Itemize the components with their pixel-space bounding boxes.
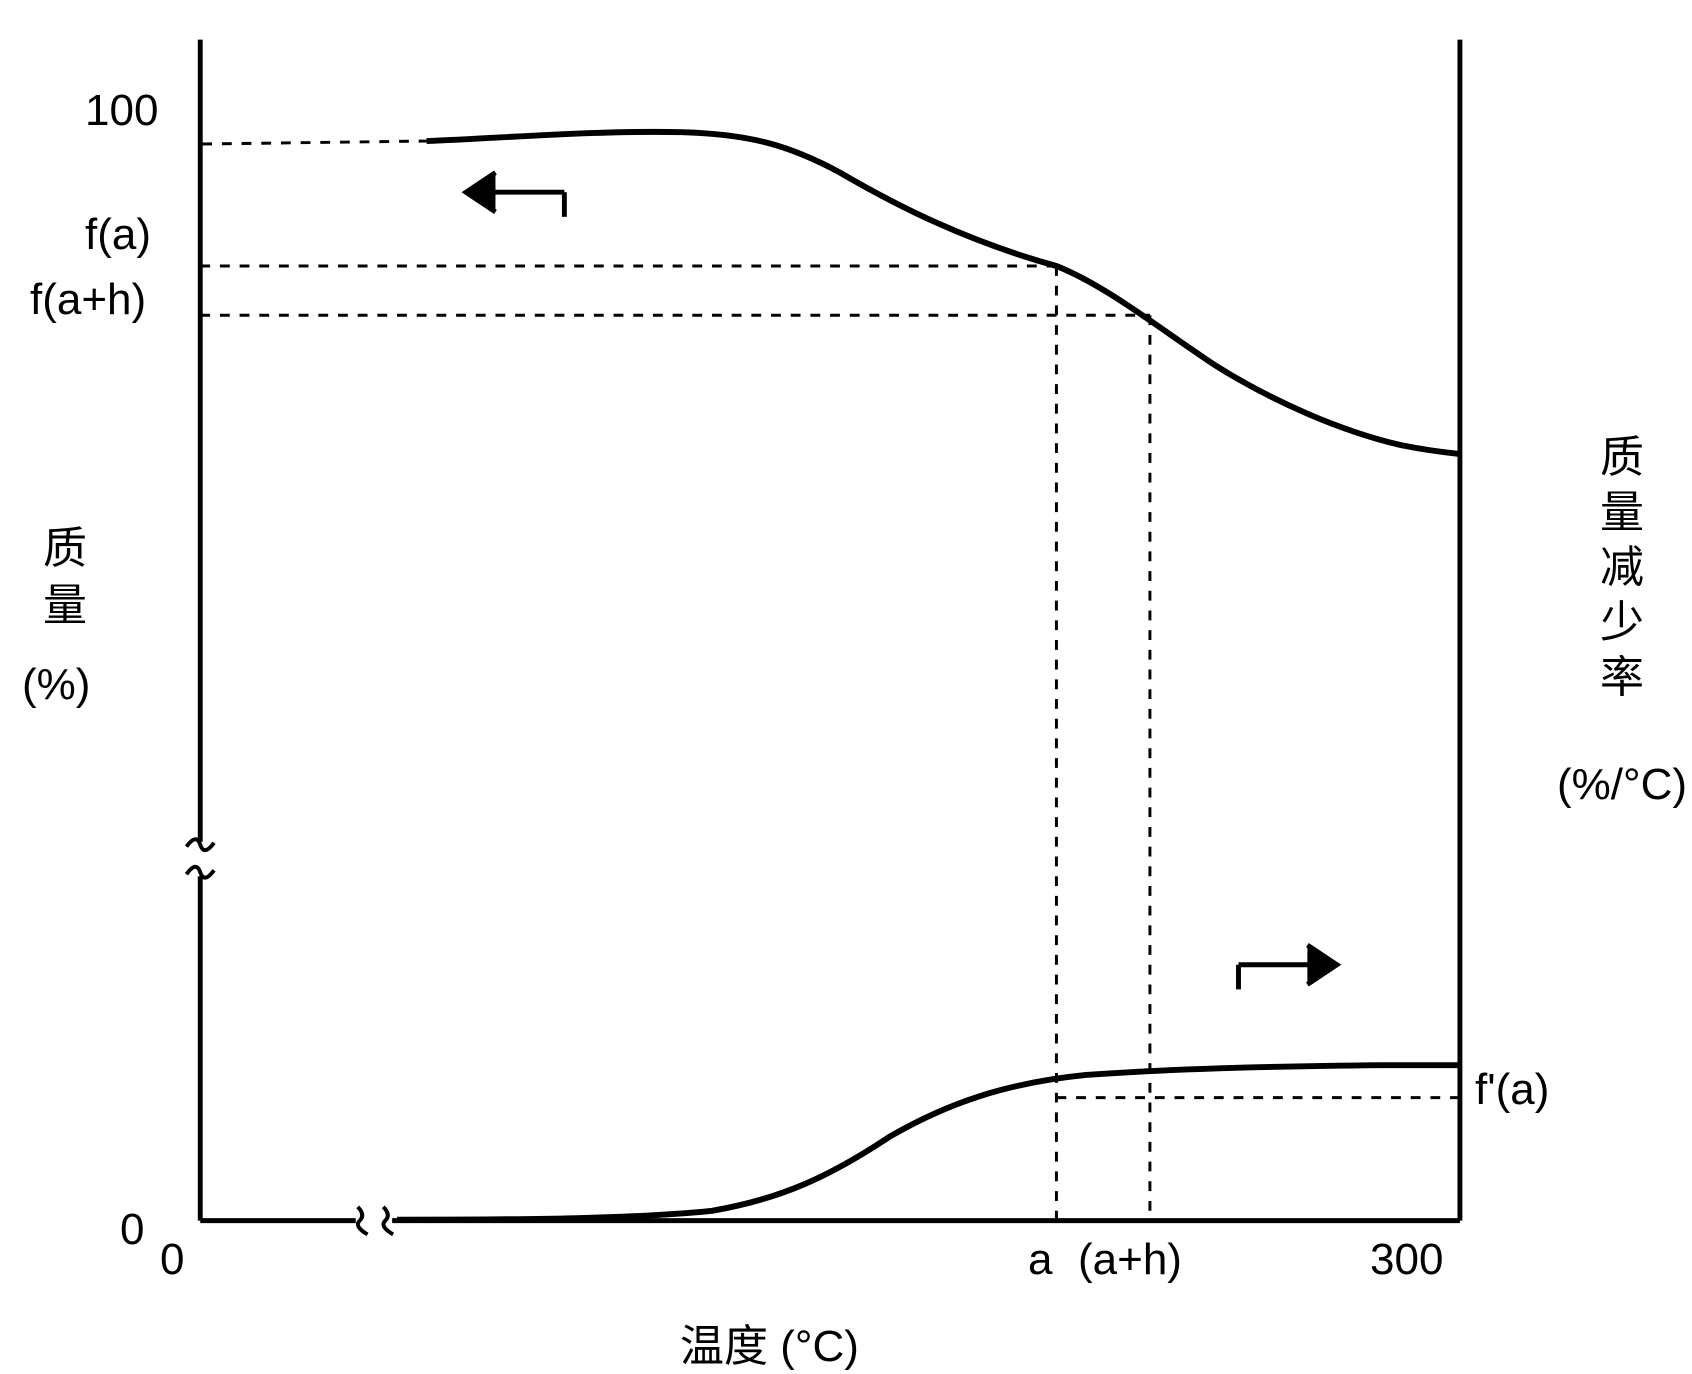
label-char: 量 — [1600, 488, 1644, 537]
y-axis-right-label: 质 量 减 少 率 — [1597, 430, 1647, 705]
left-arrow-icon — [466, 173, 564, 217]
y-axis-left-unit: (%) — [22, 660, 90, 710]
y-axis-left — [186, 40, 214, 1221]
mass-dash-start — [202, 141, 426, 144]
ytick-100: 100 — [85, 86, 158, 136]
label-char: 率 — [1600, 653, 1644, 702]
label-char: 量 — [43, 581, 87, 630]
ytick-fa: f(a) — [85, 210, 151, 260]
guide-lines — [200, 141, 1460, 1221]
y-axis-left-label: 质 量 — [40, 520, 90, 634]
chart-svg — [170, 20, 1500, 1260]
x-axis — [200, 1207, 1460, 1235]
ytick-0: 0 — [120, 1205, 144, 1255]
rate-curve — [397, 1065, 1460, 1220]
ytick-fah: f(a+h) — [30, 275, 146, 325]
label-char: 质 — [43, 524, 87, 573]
label-char: 少 — [1600, 598, 1644, 647]
mass-curve — [427, 132, 1460, 454]
chart-plot-area — [170, 20, 1500, 1260]
right-arrow-icon — [1238, 945, 1336, 989]
y-axis-right-unit: (%/°C) — [1557, 760, 1687, 810]
label-char: 质 — [1600, 433, 1644, 482]
x-axis-label: 温度 (°C) — [680, 1310, 859, 1374]
label-char: 减 — [1600, 543, 1644, 592]
